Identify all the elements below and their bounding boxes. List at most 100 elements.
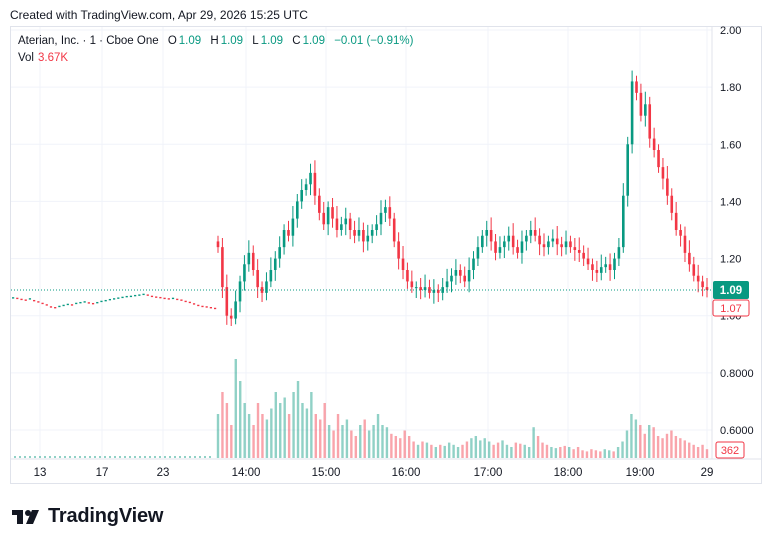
daily-history-line xyxy=(12,293,217,310)
candle-body xyxy=(273,258,277,270)
chart-panel[interactable] xyxy=(10,26,762,484)
y-tick-label: 1.80 xyxy=(720,82,741,94)
bid-price-label: 1.07 xyxy=(720,303,741,315)
volume-bar xyxy=(234,359,237,458)
volume-bar xyxy=(407,436,411,458)
candle-body xyxy=(657,150,660,168)
volume-legend: Vol 3.67K xyxy=(18,52,68,64)
candle-body xyxy=(670,195,674,213)
history-point xyxy=(197,304,200,307)
candle-body xyxy=(639,92,643,116)
volume-bar-history xyxy=(74,456,76,458)
volume-bar xyxy=(274,392,277,458)
volume-last-label: 362 xyxy=(721,445,739,457)
candle-body xyxy=(366,235,370,242)
candle-body xyxy=(340,224,343,230)
volume-bar-history xyxy=(129,456,131,458)
candle-body xyxy=(542,244,546,248)
volume-bar xyxy=(674,436,678,458)
candle-body xyxy=(260,287,264,293)
y-tick-label: 0.6000 xyxy=(720,425,754,437)
candle-body xyxy=(494,241,497,253)
volume-bar xyxy=(225,403,229,458)
volume-bar xyxy=(456,447,460,458)
candle-body xyxy=(348,218,352,230)
history-point xyxy=(176,298,179,301)
volume-bar-history xyxy=(194,456,196,458)
candle-body xyxy=(467,270,471,282)
x-tick-label: 29 xyxy=(701,467,714,479)
volume-bar xyxy=(430,444,433,458)
volume-bar xyxy=(621,441,624,458)
candle-body xyxy=(291,218,295,236)
time-axis[interactable]: 13 17 23 14:00 15:00 16:00 17:00 18:00 19:00 29 xyxy=(34,467,714,479)
volume-bar xyxy=(487,441,491,458)
history-point xyxy=(201,305,204,308)
candle-body xyxy=(701,281,704,288)
history-point xyxy=(214,307,217,310)
candle-body xyxy=(608,264,612,270)
candle-body xyxy=(247,252,251,265)
volume-bar xyxy=(381,425,384,458)
candle-body xyxy=(375,224,378,230)
close-label: C xyxy=(292,35,301,47)
candle-body xyxy=(652,138,656,150)
candle-body xyxy=(450,275,453,282)
volume-bar xyxy=(572,449,575,458)
candle-body xyxy=(436,290,440,293)
candle-body xyxy=(599,267,603,273)
history-point xyxy=(159,296,162,299)
candle-body xyxy=(586,258,590,265)
x-tick-label: 14:00 xyxy=(232,467,261,479)
candle-body xyxy=(538,235,541,245)
volume-value: 3.67K xyxy=(38,52,69,64)
volume-bar xyxy=(341,425,344,458)
volume-bar xyxy=(301,403,304,458)
volume-bar xyxy=(479,440,482,458)
candle-body xyxy=(295,201,299,219)
candle-body xyxy=(472,258,475,270)
candle-body xyxy=(243,264,246,282)
history-point xyxy=(184,300,187,303)
volume-bar xyxy=(354,436,358,458)
candle-body xyxy=(525,235,528,242)
volume-bar xyxy=(590,449,593,458)
candle-body xyxy=(666,178,669,196)
candle-body xyxy=(595,270,599,273)
volume-bar-history xyxy=(114,456,116,458)
candle-body xyxy=(630,81,634,145)
history-point xyxy=(129,295,133,298)
tradingview-brand[interactable]: TradingView xyxy=(12,505,163,528)
volume-bar xyxy=(523,444,526,458)
candle-body xyxy=(533,230,537,236)
bid-price-tag xyxy=(712,299,750,317)
volume-bar xyxy=(634,419,638,458)
volume-bar xyxy=(394,436,398,458)
candle-body xyxy=(238,281,242,302)
volume-bar-history xyxy=(24,456,26,458)
volume-bar-history xyxy=(49,456,51,458)
symbol-title[interactable]: Aterian, Inc. · 1 · Cboe One xyxy=(18,35,159,47)
candle-body xyxy=(485,230,489,236)
history-point xyxy=(45,304,48,306)
volume-bar xyxy=(399,438,402,458)
volume-bar xyxy=(283,397,286,458)
candle-body xyxy=(705,287,709,290)
x-tick-label: 16:00 xyxy=(392,467,421,479)
high-value: 1.09 xyxy=(220,35,244,47)
volume-bar xyxy=(536,436,540,458)
volume-bar xyxy=(514,442,518,458)
candle-body xyxy=(269,270,273,282)
history-point xyxy=(37,301,40,303)
x-tick-label: 17:00 xyxy=(474,467,503,479)
volume-bar xyxy=(319,419,322,458)
candle-body xyxy=(520,241,524,253)
volume-bar xyxy=(483,438,486,458)
volume-bar xyxy=(452,444,455,458)
history-point xyxy=(79,301,82,304)
y-tick-label: 1.40 xyxy=(720,196,741,208)
candle-body xyxy=(414,287,418,289)
volume-bar xyxy=(576,447,580,458)
